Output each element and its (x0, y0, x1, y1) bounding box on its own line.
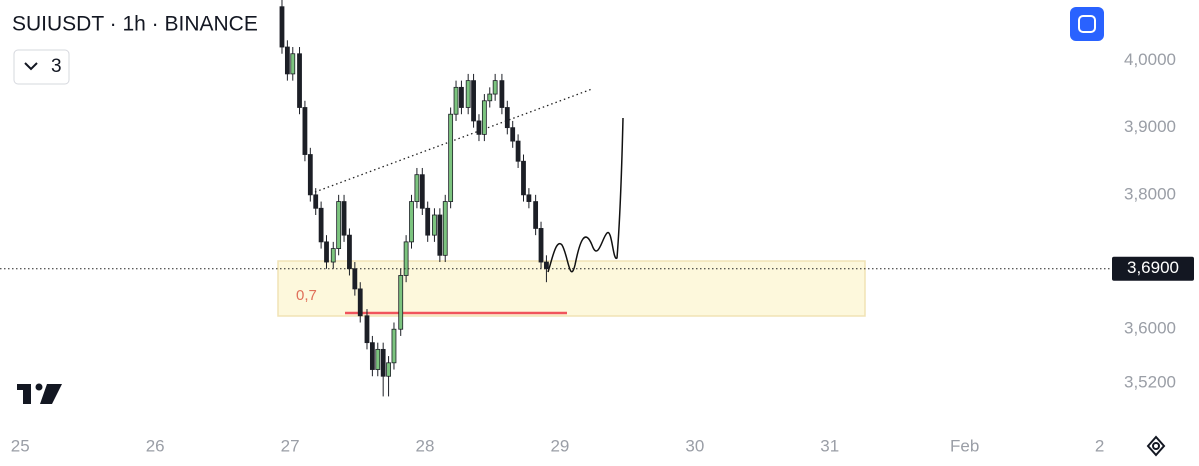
settings-icon-center (1152, 442, 1160, 450)
projection-path (547, 117, 624, 273)
candle-body (398, 275, 404, 330)
indicator-count: 3 (51, 56, 62, 77)
y-tick-label: 3,8000 (1124, 184, 1176, 203)
candle-body (544, 261, 549, 270)
x-tick-label: 30 (685, 436, 704, 455)
candle-body (403, 241, 409, 276)
candle-body (419, 174, 425, 209)
axes: 4,0000 3,9000 3,8000 3,6000 3,5200 25 26 27 28 29… (0, 50, 1194, 455)
candle-body (510, 127, 516, 142)
candle-body (526, 194, 532, 202)
fib-label: 0,7 (296, 287, 317, 304)
trend-line (314, 88, 593, 193)
x-tick-label: 29 (550, 436, 569, 455)
x-tick-label: 28 (416, 436, 435, 455)
candle-body (352, 268, 358, 290)
x-tick-label: Feb (950, 436, 979, 455)
candle-body (341, 201, 347, 236)
candle-body (307, 154, 313, 196)
candle-body (448, 113, 454, 202)
candle-body (324, 241, 329, 263)
fullscreen-button[interactable] (1070, 7, 1104, 41)
candle-body (330, 248, 336, 263)
candle-body (425, 207, 431, 236)
settings-icon[interactable] (1146, 435, 1166, 457)
zone (277, 260, 866, 317)
candle-body (414, 174, 420, 202)
candle-body (318, 207, 324, 243)
candle-body (504, 107, 510, 129)
candle-body (538, 228, 544, 263)
candle-body (442, 201, 448, 256)
candle-body (279, 6, 285, 48)
candle-body (386, 362, 391, 377)
x-tick-label: 31 (820, 436, 839, 455)
y-tick-label: 3,6000 (1124, 319, 1176, 338)
candle-body (409, 201, 414, 243)
candle-body (465, 80, 471, 108)
candle-body (481, 100, 487, 135)
x-tick-label: 2 (1095, 436, 1104, 455)
candle-body (521, 160, 526, 196)
candle-body (284, 46, 290, 75)
candles (279, 0, 549, 397)
chart-title: SUIUSDT · 1h · BINANCE (12, 13, 258, 36)
candle-body (336, 201, 342, 249)
x-tick-label: 27 (281, 436, 300, 455)
candle-body (364, 315, 370, 344)
candle-body (297, 53, 302, 108)
candle-body (357, 288, 363, 317)
candle-body (290, 53, 296, 75)
candle-body (347, 234, 352, 270)
candle-body (476, 120, 482, 135)
candle-body (492, 80, 498, 95)
chevron-icon (24, 62, 38, 71)
candle-body (499, 80, 505, 108)
candle-body (380, 348, 386, 377)
price-label: 3,6900 (1127, 258, 1179, 277)
y-tick-label: 3,9000 (1124, 117, 1176, 136)
price-label-bg (1112, 256, 1194, 281)
candle-body (533, 201, 539, 229)
y-tick-label: 3,5200 (1124, 372, 1176, 391)
candle-body (453, 86, 459, 115)
candle-body (432, 214, 437, 236)
candle-body (302, 107, 308, 155)
tv-logo (17, 383, 62, 404)
candle-body (375, 348, 381, 370)
candle-body (459, 86, 464, 108)
candle-body (369, 342, 375, 370)
title-bg (0, 0, 274, 40)
candle-body (437, 214, 443, 256)
x-tick-label: 25 (11, 436, 30, 455)
candle-body (313, 194, 319, 209)
candle-body (515, 140, 521, 162)
candle-body (471, 80, 476, 122)
candle-body (391, 328, 397, 364)
fullscreen-icon (1078, 15, 1096, 33)
y-tick-label: 4,0000 (1124, 50, 1176, 69)
x-tick-label: 26 (146, 436, 165, 455)
candle-body (487, 93, 493, 102)
indicator-toggle[interactable] (13, 49, 70, 85)
